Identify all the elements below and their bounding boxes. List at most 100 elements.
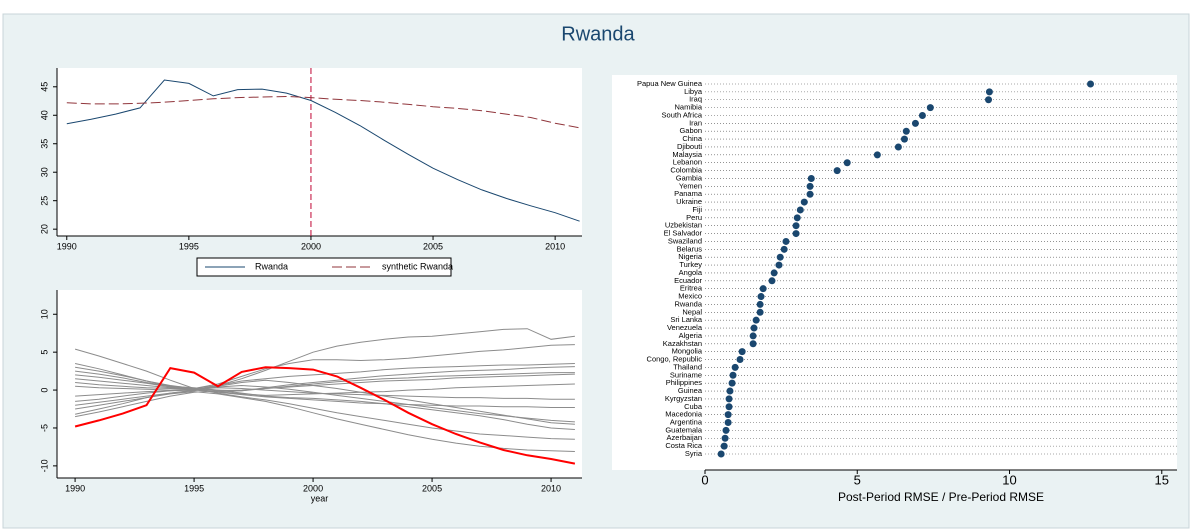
dot: [776, 253, 784, 261]
dot: [736, 356, 744, 364]
category-label: Philippines: [666, 378, 703, 387]
dot: [873, 151, 881, 159]
category-label: Namibia: [674, 103, 702, 112]
dot: [757, 293, 765, 301]
category-label: Iran: [689, 118, 702, 127]
category-label: Venezuela: [667, 323, 703, 332]
y-tick-label: 40: [39, 110, 49, 120]
dot: [985, 96, 993, 104]
dot: [717, 450, 725, 458]
dot: [721, 434, 729, 442]
dot: [720, 442, 728, 450]
x-axis-title: year: [311, 493, 329, 503]
category-label: Papua New Guinea: [637, 79, 703, 88]
category-label: Swaziland: [668, 236, 702, 245]
dot: [729, 371, 737, 379]
y-tick-label: -10: [39, 459, 49, 472]
y-tick-label: 20: [39, 224, 49, 234]
category-label: Costa Rica: [665, 441, 703, 450]
category-label: Thailand: [673, 362, 702, 371]
dot: [900, 135, 908, 143]
category-label: Sri Lanka: [670, 315, 703, 324]
category-label: Macedonia: [665, 410, 703, 419]
y-tick-label: 0: [39, 388, 49, 393]
category-label: Colombia: [670, 166, 703, 175]
category-label: Yemen: [679, 181, 702, 190]
series-line: [75, 388, 575, 408]
category-label: China: [682, 134, 702, 143]
category-label: Rwanda: [674, 299, 702, 308]
dot: [800, 198, 808, 206]
x-tick-label: 1990: [57, 241, 77, 251]
x-tick-label: 15: [1155, 472, 1169, 487]
category-label: Malaysia: [672, 150, 702, 159]
dot: [793, 214, 801, 222]
dot: [749, 340, 757, 348]
legend-label: synthetic Rwanda: [382, 261, 453, 271]
category-label: Algeria: [679, 331, 703, 340]
category-label: Guatemala: [665, 425, 703, 434]
dot: [894, 143, 902, 151]
category-label: Syria: [685, 449, 703, 458]
category-label: Mongolia: [672, 347, 703, 356]
dot: [792, 230, 800, 238]
dot: [911, 119, 919, 127]
dot: [833, 167, 841, 175]
x-tick-label: 2010: [541, 483, 561, 493]
category-label: Belarus: [677, 244, 703, 253]
category-label: Ecuador: [674, 276, 702, 285]
series-line: [75, 366, 575, 393]
y-tick-label: 35: [39, 139, 49, 149]
dot: [796, 206, 804, 214]
category-label: Fiji: [692, 205, 702, 214]
category-label: Gabon: [679, 126, 702, 135]
x-tick-label: 2005: [422, 483, 442, 493]
dot: [759, 285, 767, 293]
y-tick-label: 45: [39, 82, 49, 92]
category-label: Guinea: [678, 386, 703, 395]
dot: [782, 237, 790, 245]
dot: [722, 426, 730, 434]
dot: [725, 395, 733, 403]
category-label: Mexico: [678, 292, 702, 301]
x-tick-label: 2000: [303, 483, 323, 493]
x-tick-label: 2005: [423, 241, 443, 251]
category-label: Djibouti: [677, 142, 702, 151]
dot: [768, 277, 776, 285]
y-tick-label: 25: [39, 196, 49, 206]
y-tick-label: -5: [39, 424, 49, 432]
dot: [806, 190, 814, 198]
category-label: Panama: [674, 189, 703, 198]
series-line: [75, 391, 575, 452]
category-label: Lebanon: [673, 158, 702, 167]
x-tick-label: 5: [854, 472, 861, 487]
category-label: South Africa: [662, 110, 703, 119]
series-line: [74, 366, 576, 465]
dot: [724, 411, 732, 419]
series-line: [75, 372, 575, 418]
legend-label: Rwanda: [255, 261, 288, 271]
plot-area: [612, 75, 1177, 470]
dot: [725, 403, 733, 411]
y-tick-label: 5: [39, 350, 49, 355]
x-tick-label: 10: [1002, 472, 1016, 487]
x-tick-label: 2010: [545, 241, 565, 251]
category-label: Kyrgyzstan: [665, 394, 702, 403]
dot: [926, 104, 934, 112]
category-label: Turkey: [679, 260, 702, 269]
x-tick-label: 1995: [179, 241, 199, 251]
dot: [806, 182, 814, 190]
dot: [731, 363, 739, 371]
dot: [728, 379, 736, 387]
category-label: Nigeria: [678, 252, 703, 261]
figure-title: Rwanda: [561, 23, 635, 45]
dot: [756, 300, 764, 308]
y-tick-label: 30: [39, 167, 49, 177]
dot: [985, 88, 993, 96]
category-label: Suriname: [670, 370, 702, 379]
category-label: Congo, Republic: [647, 355, 703, 364]
series-line: [66, 79, 580, 222]
category-label: Gambia: [676, 173, 703, 182]
dot: [726, 387, 734, 395]
